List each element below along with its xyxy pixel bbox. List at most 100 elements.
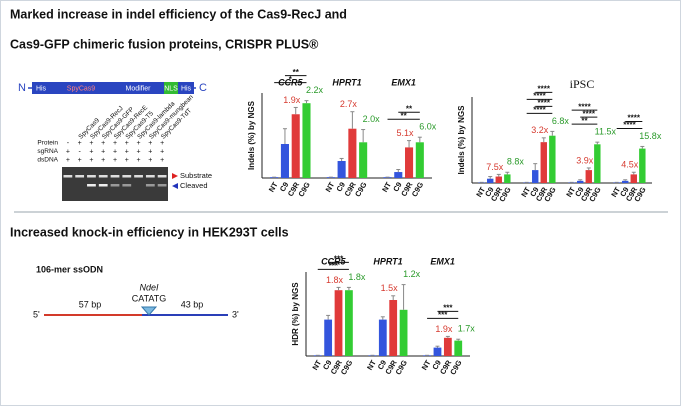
domain: [164, 82, 178, 94]
bar: [585, 170, 592, 183]
x-tick-label: C9: [483, 185, 496, 198]
gel-band: [63, 175, 73, 178]
bar: [405, 147, 414, 178]
row-mark: +: [148, 157, 152, 164]
bar: [549, 135, 556, 183]
gel-band: [110, 175, 120, 178]
row-mark: +: [125, 140, 129, 147]
row-mark: +: [101, 148, 105, 155]
bar: [359, 142, 368, 178]
bar: [399, 309, 408, 356]
bar: [433, 347, 442, 356]
gel-band: [134, 175, 143, 178]
fold-label: 1.2x: [403, 269, 421, 279]
fold-label: 7.5x: [486, 162, 504, 172]
fold-label: 1.5x: [381, 283, 399, 293]
gel-band: [122, 175, 132, 178]
y-axis-label: Indels (%) by NGS: [457, 105, 466, 175]
significance: ****: [533, 106, 546, 115]
row-mark: +: [125, 148, 129, 155]
ssodn-title: 106-mer ssODN: [36, 264, 103, 274]
significance: ****: [538, 85, 551, 94]
significance: ****: [578, 102, 591, 111]
bar: [639, 148, 646, 183]
bar: [389, 300, 398, 356]
gel-band: [98, 175, 108, 178]
heading: Cas9-GFP chimeric fusion proteins, CRISP…: [10, 37, 319, 51]
fold-label: 6.0x: [419, 122, 437, 132]
gel-band: [157, 184, 167, 187]
site: CATATG: [132, 293, 167, 303]
gel-band: [98, 184, 108, 187]
row-mark: +: [89, 148, 93, 155]
row-mark: +: [66, 157, 70, 164]
x-tick-label: C9: [334, 180, 347, 193]
fold-label: 5.1x: [397, 128, 415, 138]
bar: [622, 180, 629, 183]
fold-label: 2.2x: [306, 85, 324, 95]
five-prime: 5': [33, 309, 40, 319]
bar: [454, 340, 463, 356]
x-tick-label: C9: [528, 185, 541, 198]
gel-band: [110, 184, 120, 187]
substrate-arrow: [172, 173, 178, 179]
row-label: dsDNA: [37, 157, 58, 164]
significance: ***: [329, 262, 339, 271]
x-tick-label: C9: [376, 358, 389, 371]
group-name: CCR5: [321, 256, 346, 266]
x-tick-label: C9: [430, 358, 443, 371]
right-arm: 43 bp: [181, 299, 204, 309]
row-mark: +: [101, 157, 105, 164]
x-tick-label: C9: [391, 180, 404, 193]
band-label: Substrate: [180, 171, 212, 180]
row-label: sgRNA: [37, 148, 58, 155]
bar: [540, 142, 547, 183]
row-mark: +: [148, 148, 152, 155]
y-axis-label: HDR (%) by NGS: [291, 282, 300, 346]
row-mark: +: [66, 148, 70, 155]
fold-label: 1.8x: [348, 272, 366, 282]
row-mark: +: [160, 157, 164, 164]
fold-label: 2.7x: [340, 99, 358, 109]
bar: [630, 174, 637, 183]
significance: **: [401, 111, 408, 120]
row-mark: +: [78, 140, 82, 147]
c-term: C: [199, 82, 207, 94]
significance: ****: [583, 109, 596, 118]
bar: [348, 128, 357, 178]
cleaved-arrow: [172, 183, 178, 189]
row-label: Protein: [37, 140, 58, 147]
bar: [324, 319, 333, 356]
three-prime: 3': [232, 309, 239, 319]
bar: [378, 319, 387, 356]
row-mark: +: [89, 157, 93, 164]
gel-band: [75, 175, 85, 178]
domain-label: His: [181, 85, 192, 92]
row-mark: +: [160, 148, 164, 155]
significance: ****: [538, 99, 551, 108]
bar: [504, 174, 511, 183]
significance: **: [581, 116, 588, 125]
row-mark: +: [148, 140, 152, 147]
heading: Marked increase in indel efficiency of t…: [10, 7, 347, 21]
fold-label: 11.5x: [595, 127, 617, 137]
bar: [443, 337, 452, 356]
gel-band: [145, 184, 155, 187]
bar: [302, 103, 311, 178]
fold-label: 6.8x: [552, 116, 570, 126]
group-name: EMX1: [391, 77, 416, 87]
fold-label: 1.9x: [283, 95, 301, 105]
bar: [495, 176, 502, 183]
row-mark: +: [113, 157, 117, 164]
y-axis-label: Indels (%) by NGS: [247, 100, 256, 170]
bar: [291, 114, 300, 178]
significance: *: [289, 75, 293, 84]
fold-label: 1.7x: [458, 324, 476, 334]
significance: ***: [438, 311, 448, 320]
bar: [394, 172, 403, 178]
significance: ***: [443, 304, 453, 313]
group-name: EMX1: [430, 256, 455, 266]
x-tick-label: C9: [278, 180, 291, 193]
group-name: HPRT1: [332, 77, 361, 87]
